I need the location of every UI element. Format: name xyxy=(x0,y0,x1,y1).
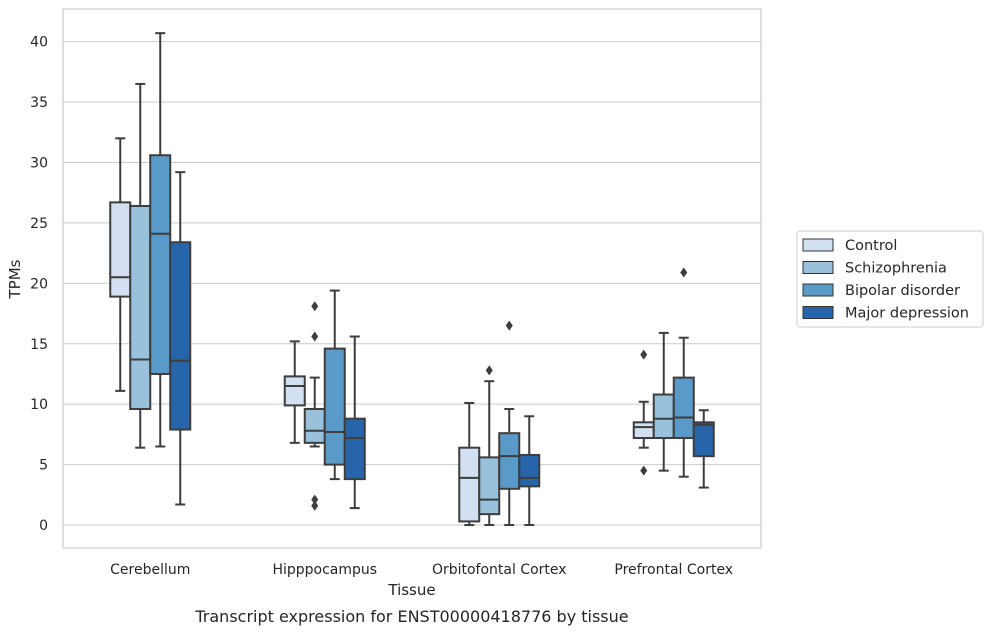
legend-label: Control xyxy=(845,238,897,254)
iqr-box xyxy=(672,376,695,440)
legend-label: Schizophrenia xyxy=(845,261,947,277)
y-tick-label: 40 xyxy=(30,35,48,51)
legend-swatch xyxy=(802,261,834,274)
box-control xyxy=(283,340,306,444)
y-tick-label: 0 xyxy=(39,518,48,534)
legend-frame xyxy=(796,230,984,328)
iqr-box xyxy=(478,456,501,516)
box-bipolar-disorder xyxy=(149,32,172,448)
outlier-point xyxy=(640,465,648,476)
iqr-box xyxy=(323,347,346,466)
iqr-box xyxy=(303,408,326,444)
iqr-box xyxy=(343,417,366,481)
iqr-box xyxy=(692,421,715,458)
iqr-box xyxy=(169,241,192,431)
outlier-point xyxy=(485,365,493,376)
legend-swatch xyxy=(802,238,834,252)
box-major-depression xyxy=(518,415,541,527)
legend-label: Major depression xyxy=(845,306,969,322)
box-control xyxy=(109,137,132,392)
y-tick-label: 35 xyxy=(30,95,48,111)
legend: Control Schizophrenia Bipolar disorder Majo… xyxy=(796,230,984,328)
box-control xyxy=(458,401,481,527)
y-tick-label: 30 xyxy=(30,155,48,171)
outlier-point xyxy=(311,500,319,511)
iqr-box xyxy=(458,446,481,523)
box-major-depression xyxy=(692,409,715,489)
iqr-box xyxy=(109,201,132,298)
legend-swatch xyxy=(802,306,834,319)
outlier-point xyxy=(311,331,319,342)
legend-label: Bipolar disorder xyxy=(845,283,960,299)
x-tick-label: Orbitofontal Cortex xyxy=(432,562,567,578)
x-tick-label: Prefrontal Cortex xyxy=(614,562,733,578)
iqr-box xyxy=(632,421,655,440)
iqr-box xyxy=(283,375,306,407)
y-axis-label: TPMs xyxy=(6,259,24,299)
x-tick-labels: Cerebellum Hipppocampus Orbitofontal Corte… xyxy=(110,562,733,578)
y-tick-label: 10 xyxy=(30,397,48,413)
boxes-layer xyxy=(109,32,715,527)
box-major-depression xyxy=(169,171,192,506)
box-control xyxy=(632,349,655,476)
box-bipolar-disorder xyxy=(672,267,695,478)
iqr-box xyxy=(652,393,675,440)
x-tick-label: Hipppocampus xyxy=(272,562,377,578)
box-major-depression xyxy=(343,335,366,510)
y-tick-label: 5 xyxy=(39,458,48,474)
box-schizophrenia xyxy=(303,301,326,511)
plot-frame xyxy=(62,8,762,549)
iqr-box xyxy=(518,453,541,488)
box-schizophrenia xyxy=(129,82,152,449)
box-schizophrenia xyxy=(478,365,501,527)
outlier-point xyxy=(505,320,513,331)
outlier-point xyxy=(311,301,319,312)
y-tick-labels: 0 5 10 15 20 25 30 35 40 xyxy=(30,35,48,534)
chart-caption: Transcript expression for ENST0000041877… xyxy=(194,607,628,626)
legend-swatch xyxy=(802,283,834,297)
x-tick-label: Cerebellum xyxy=(110,562,190,578)
x-axis-label: Tissue xyxy=(387,581,435,599)
box-bipolar-disorder xyxy=(498,320,521,527)
box-bipolar-disorder xyxy=(323,289,346,481)
iqr-box xyxy=(498,432,521,490)
box-schizophrenia xyxy=(652,331,675,472)
iqr-box xyxy=(149,154,172,375)
outlier-point xyxy=(311,494,319,505)
y-tick-label: 15 xyxy=(30,337,48,353)
outlier-point xyxy=(640,349,648,360)
outlier-point xyxy=(680,267,688,278)
iqr-box xyxy=(129,204,152,411)
y-tick-label: 25 xyxy=(30,216,48,232)
y-tick-label: 20 xyxy=(30,276,48,292)
